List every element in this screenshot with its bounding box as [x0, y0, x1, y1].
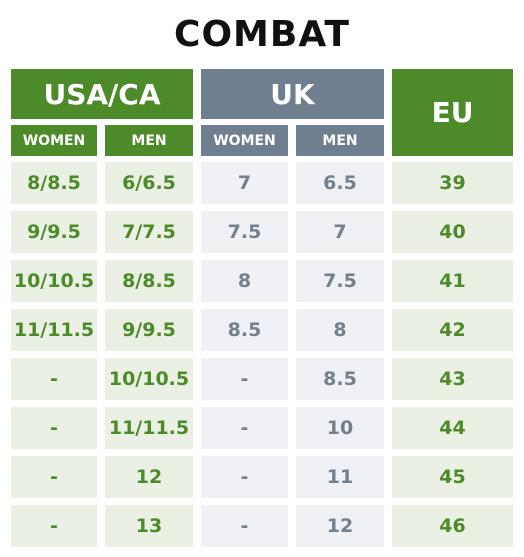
cell-uk-men: 6.5 [296, 162, 384, 204]
cell-uk-men: 11 [296, 456, 384, 498]
cell-usa-men: 12 [105, 456, 193, 498]
cell-eu: 39 [392, 162, 513, 204]
cell-eu: 46 [392, 505, 513, 547]
cell-eu: 40 [392, 211, 513, 253]
cell-usa-men: 13 [105, 505, 193, 547]
cell-usa-women: - [11, 456, 97, 498]
page-title: COMBAT [174, 14, 350, 55]
cell-usa-men: 8/8.5 [105, 260, 193, 302]
cell-usa-women: 10/10.5 [11, 260, 97, 302]
subheader-usa-men: MEN [105, 125, 193, 156]
subheader-uk-men: MEN [296, 125, 384, 156]
cell-uk-women: 8 [201, 260, 288, 302]
cell-uk-men: 12 [296, 505, 384, 547]
cell-uk-women: - [201, 505, 288, 547]
subheader-uk-women: WOMEN [201, 125, 288, 156]
cell-uk-men: 7.5 [296, 260, 384, 302]
cell-usa-women: - [11, 505, 97, 547]
cell-eu: 42 [392, 309, 513, 351]
cell-uk-women: 7.5 [201, 211, 288, 253]
cell-uk-women: - [201, 456, 288, 498]
cell-usa-men: 11/11.5 [105, 407, 193, 449]
cell-usa-men: 10/10.5 [105, 358, 193, 400]
cell-eu: 43 [392, 358, 513, 400]
cell-uk-men: 8 [296, 309, 384, 351]
cell-uk-women: 8.5 [201, 309, 288, 351]
cell-usa-women: - [11, 407, 97, 449]
cell-uk-men: 7 [296, 211, 384, 253]
cell-usa-men: 7/7.5 [105, 211, 193, 253]
cell-uk-men: 8.5 [296, 358, 384, 400]
subheader-usa-women: WOMEN [11, 125, 97, 156]
cell-uk-men: 10 [296, 407, 384, 449]
header-usa-ca: USA/CA [11, 69, 193, 119]
cell-uk-women: - [201, 358, 288, 400]
cell-usa-women: 9/9.5 [11, 211, 97, 253]
cell-usa-women: 11/11.5 [11, 309, 97, 351]
header-eu: EU [392, 69, 513, 156]
cell-uk-women: 7 [201, 162, 288, 204]
cell-uk-women: - [201, 407, 288, 449]
cell-usa-women: - [11, 358, 97, 400]
cell-usa-men: 6/6.5 [105, 162, 193, 204]
cell-usa-men: 9/9.5 [105, 309, 193, 351]
cell-eu: 45 [392, 456, 513, 498]
cell-eu: 41 [392, 260, 513, 302]
header-uk: UK [201, 69, 384, 119]
cell-eu: 44 [392, 407, 513, 449]
cell-usa-women: 8/8.5 [11, 162, 97, 204]
